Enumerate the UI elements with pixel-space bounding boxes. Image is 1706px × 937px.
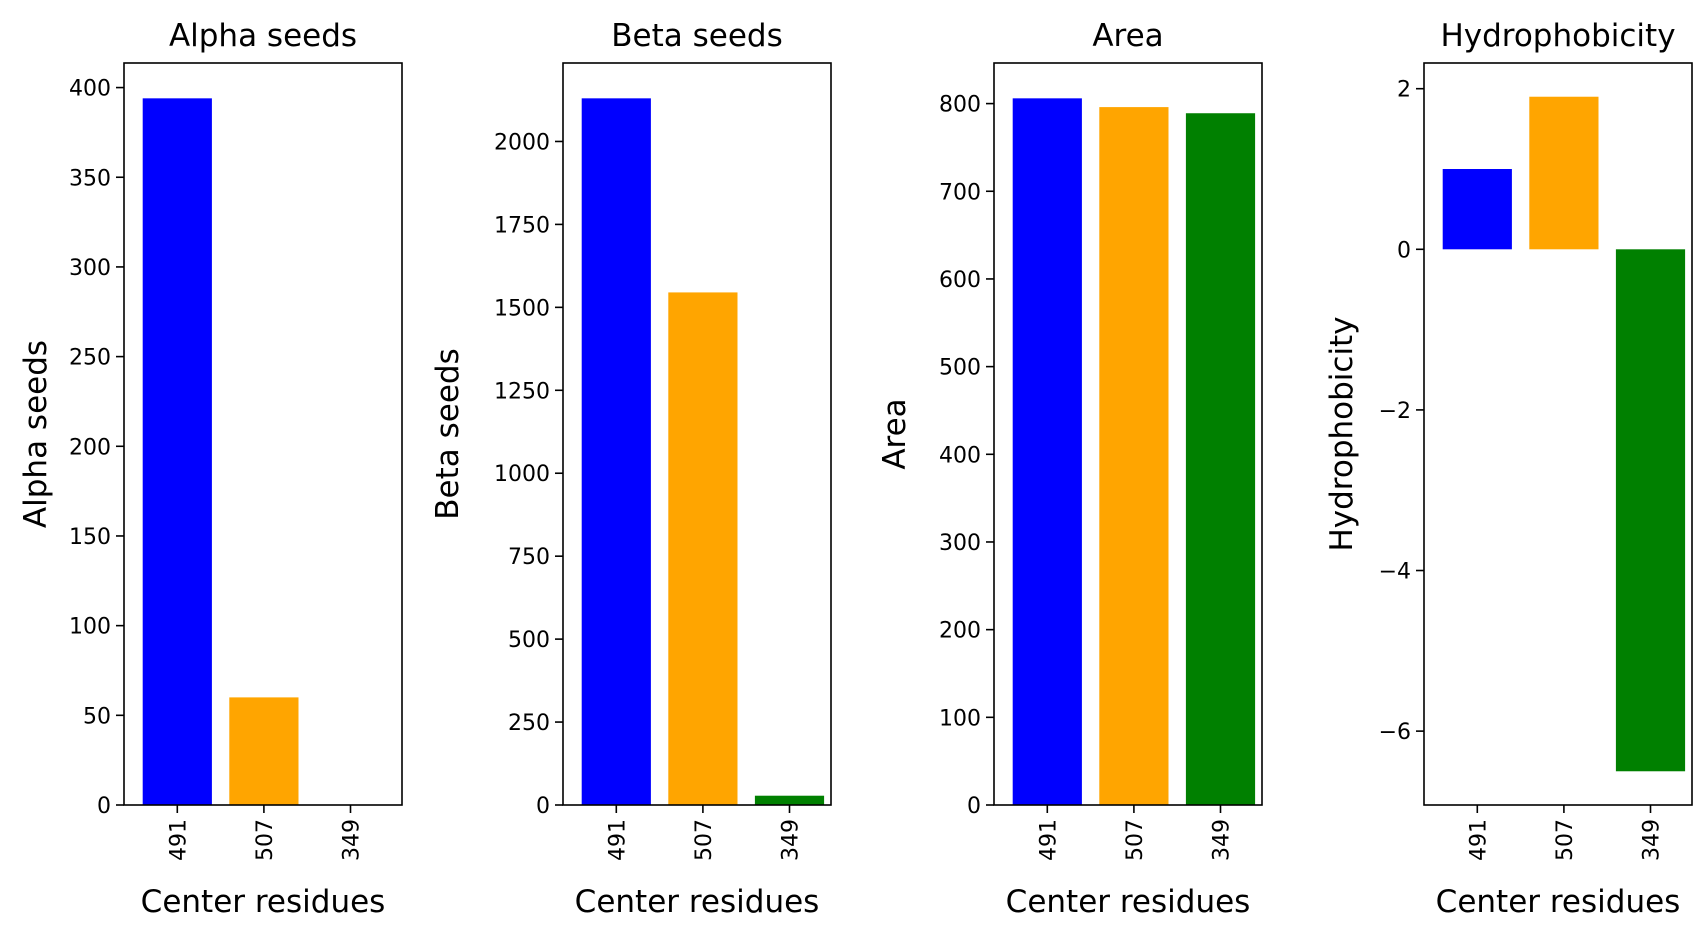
x-axis-label: Center residues bbox=[575, 884, 820, 920]
plot-frame bbox=[562, 62, 832, 806]
y-tick-label: 350 bbox=[69, 166, 111, 191]
x-tick-label: 507 bbox=[1123, 819, 1148, 861]
y-tick-label: 400 bbox=[69, 77, 111, 102]
y-tick-label: 600 bbox=[939, 268, 981, 293]
y-tick-label: 1250 bbox=[494, 379, 550, 404]
y-tick-label: 250 bbox=[69, 346, 111, 371]
chart-panel-2: Beta seeds 0 250 500 750 1000 1250 1500 1750 2000… bbox=[430, 18, 832, 920]
y-axis-label: Alpha seeds bbox=[18, 340, 54, 528]
bar-349 bbox=[754, 795, 825, 805]
y-tick-label: 700 bbox=[939, 180, 981, 205]
x-tick-label: 491 bbox=[1036, 819, 1061, 861]
y-tick-label: 150 bbox=[69, 525, 111, 550]
y-tick-label: 2000 bbox=[494, 130, 550, 155]
bar-507 bbox=[1099, 107, 1169, 806]
bar-491 bbox=[581, 98, 651, 806]
bar-349 bbox=[1185, 113, 1256, 805]
y-tick-label: 0 bbox=[1397, 238, 1411, 263]
x-tick-label: 349 bbox=[1640, 819, 1665, 861]
chart-panel-4: Hydrophobicity −6 −4 −2 0 2 491 507 349 Center re… bbox=[1324, 18, 1693, 920]
x-tick-label: 491 bbox=[605, 819, 630, 861]
x-tick-label: 349 bbox=[779, 819, 804, 861]
x-axis-label: Center residues bbox=[141, 884, 386, 920]
bar-507 bbox=[1529, 96, 1599, 250]
x-tick-label: 507 bbox=[1553, 819, 1578, 861]
y-tick-label: −4 bbox=[1379, 560, 1411, 585]
y-tick-label: 1750 bbox=[494, 213, 550, 238]
chart-title: Hydrophobicity bbox=[1440, 18, 1675, 54]
chart-title: Beta seeds bbox=[611, 18, 782, 54]
bar-491 bbox=[142, 98, 212, 806]
y-tick-label: −6 bbox=[1379, 720, 1411, 745]
chart-panel-1: Alpha seeds 0 50 100 150 200 250 300 350 400 491 50… bbox=[18, 18, 403, 920]
x-tick-label: 491 bbox=[1466, 819, 1491, 861]
y-tick-label: 0 bbox=[97, 794, 111, 819]
y-tick-label: 500 bbox=[508, 628, 550, 653]
x-axis-label: Center residues bbox=[1006, 884, 1251, 920]
bar-507 bbox=[229, 697, 299, 805]
plot-frame bbox=[993, 62, 1263, 806]
y-tick-label: 300 bbox=[939, 531, 981, 556]
y-tick-label: 1500 bbox=[494, 296, 550, 321]
y-tick-label: 800 bbox=[939, 93, 981, 118]
x-tick-label: 349 bbox=[340, 819, 365, 861]
x-tick-label: 507 bbox=[253, 819, 278, 861]
chart-panel-3: Area 0 100 200 300 400 500 600 700 800 491 507 349 Ce… bbox=[877, 18, 1263, 920]
chart-title: Alpha seeds bbox=[169, 18, 357, 54]
y-tick-label: 0 bbox=[967, 794, 981, 819]
y-axis-label: Hydrophobicity bbox=[1324, 316, 1360, 551]
y-tick-label: 300 bbox=[69, 256, 111, 281]
x-axis-label: Center residues bbox=[1436, 884, 1681, 920]
y-tick-label: 250 bbox=[508, 711, 550, 736]
y-tick-label: 2 bbox=[1397, 78, 1411, 103]
plot-frame bbox=[1423, 62, 1693, 806]
bar-491 bbox=[1442, 169, 1512, 250]
y-tick-label: 400 bbox=[939, 443, 981, 468]
bar-349 bbox=[1615, 249, 1686, 772]
chart-title: Area bbox=[1092, 18, 1163, 54]
bar-491 bbox=[1012, 98, 1082, 806]
y-tick-label: 50 bbox=[83, 704, 111, 729]
bar-507 bbox=[668, 292, 738, 805]
y-tick-label: 100 bbox=[939, 706, 981, 731]
x-tick-label: 491 bbox=[166, 819, 191, 861]
y-tick-label: 1000 bbox=[494, 462, 550, 487]
y-tick-label: 200 bbox=[939, 619, 981, 644]
y-tick-label: 100 bbox=[69, 615, 111, 640]
y-axis-label: Area bbox=[877, 398, 913, 469]
plot-frame bbox=[123, 62, 403, 806]
y-tick-label: 0 bbox=[536, 794, 550, 819]
x-tick-label: 507 bbox=[692, 819, 717, 861]
y-tick-label: 200 bbox=[69, 435, 111, 460]
y-tick-label: 500 bbox=[939, 356, 981, 381]
y-tick-label: 750 bbox=[508, 545, 550, 570]
y-axis-label: Beta seeds bbox=[430, 348, 466, 519]
x-tick-label: 349 bbox=[1210, 819, 1235, 861]
y-tick-label: −2 bbox=[1379, 399, 1411, 424]
